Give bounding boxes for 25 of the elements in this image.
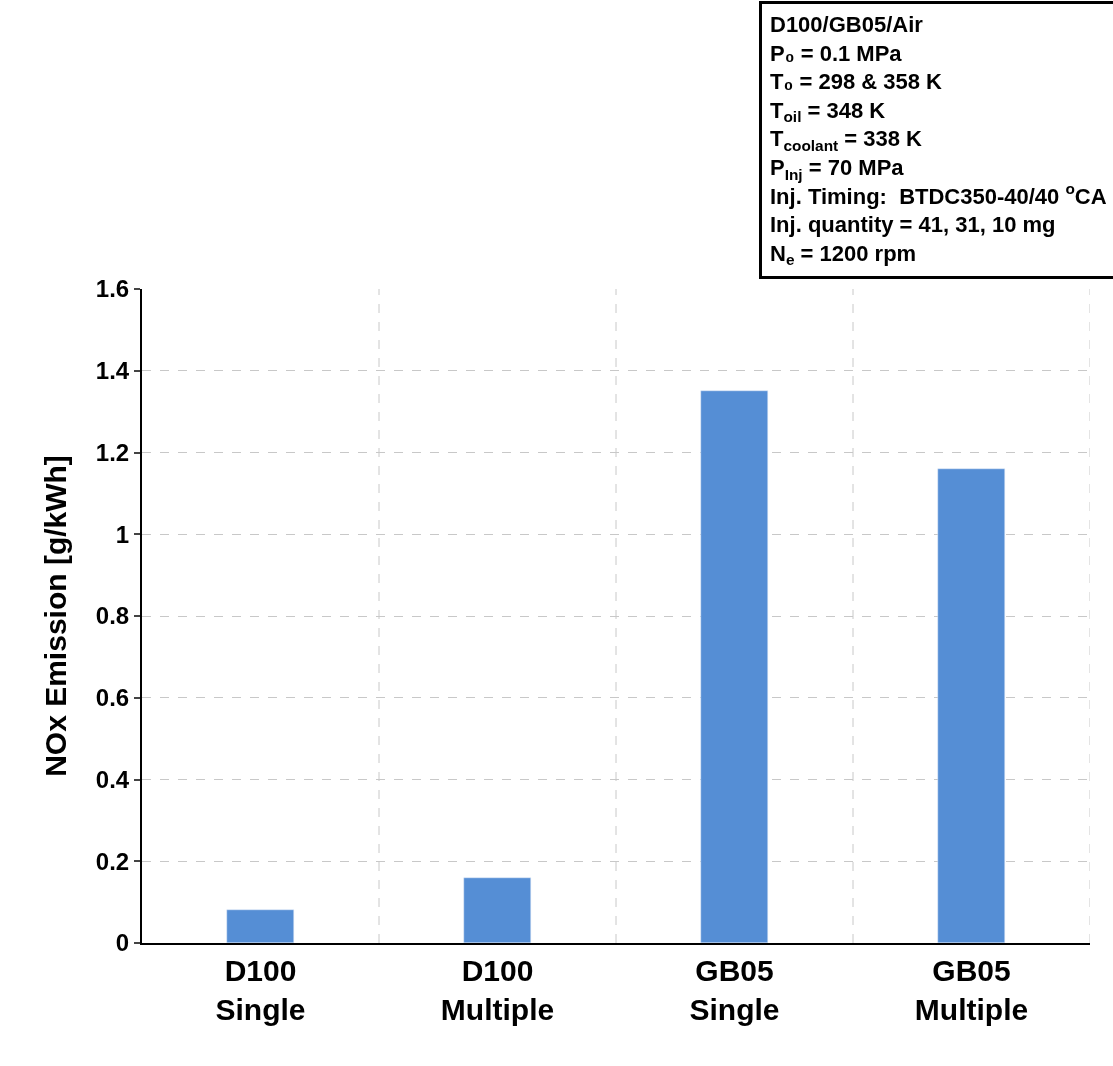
text: T$_{coolant}$ = 338 K [770, 126, 923, 155]
text: T₀ = 298 & 358 K [770, 69, 943, 95]
x-tick-label: GB05 Multiple [914, 954, 1029, 1026]
bar [226, 909, 294, 943]
y-tick-label: 0 [115, 929, 130, 957]
y-tick-label: 0.8 [95, 602, 130, 630]
bar [463, 877, 531, 943]
x-tick-label: GB05 Single [689, 954, 780, 1026]
y-tick-label: 0.4 [95, 765, 130, 793]
y-tick-label: 1.4 [95, 357, 130, 385]
text: P₀ = 0.1 MPa [770, 40, 903, 66]
text: T$_{oil}$ = 348 K [770, 97, 886, 126]
text: D100/GB05/Air [770, 12, 924, 37]
y-tick-label: 1.6 [95, 275, 130, 303]
y-tick-label: 0.2 [95, 847, 130, 875]
text: Inj. quantity = 41, 31, 10 mg [770, 212, 1056, 238]
x-tick-label: D100 Multiple [440, 954, 555, 1026]
x-tick-label: D100 Single [215, 954, 306, 1026]
y-tick-label: 0.6 [95, 684, 130, 712]
bar [937, 468, 1005, 943]
bar [700, 390, 768, 943]
text: N$_{e}$ = 1200 rpm [770, 240, 917, 269]
y-axis-title: NOx Emission [g/kWh] [39, 455, 73, 777]
y-tick-label: 1.2 [95, 438, 130, 466]
y-tick-label: 1 [115, 520, 130, 548]
